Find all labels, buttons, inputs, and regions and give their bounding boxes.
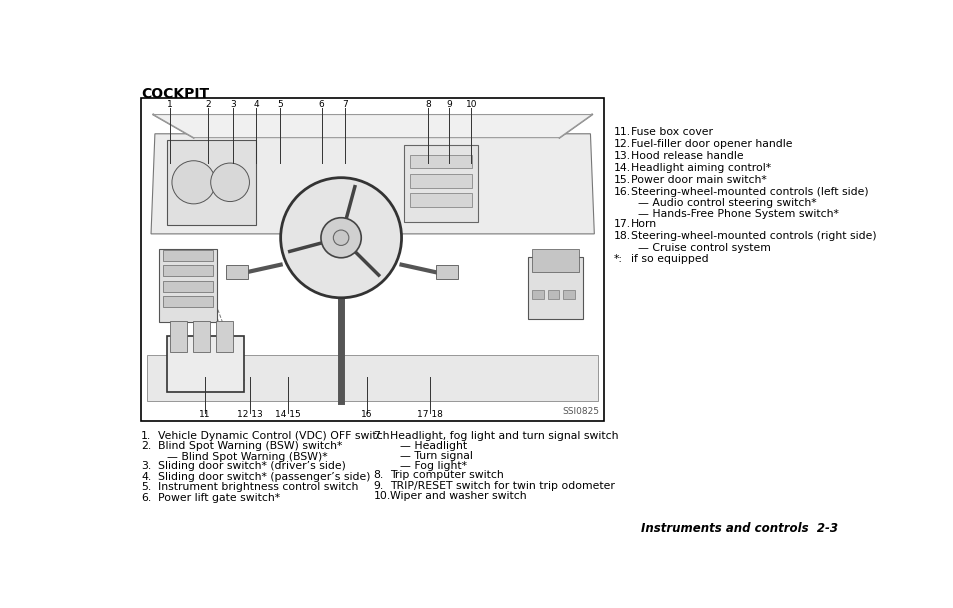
Text: 11: 11 bbox=[199, 410, 211, 420]
Bar bbox=[410, 154, 471, 168]
Text: 4.: 4. bbox=[141, 472, 151, 482]
Text: 12 13: 12 13 bbox=[236, 410, 262, 420]
Text: Instrument brightness control switch: Instrument brightness control switch bbox=[158, 482, 358, 492]
Text: 16.: 16. bbox=[613, 187, 630, 196]
Text: 17 18: 17 18 bbox=[416, 410, 442, 420]
Text: 9: 9 bbox=[446, 100, 452, 109]
Text: 15.: 15. bbox=[613, 174, 630, 185]
Bar bbox=[216, 321, 233, 351]
Text: 5.: 5. bbox=[141, 482, 151, 492]
Text: 16: 16 bbox=[361, 410, 373, 420]
Bar bbox=[162, 266, 213, 276]
Text: Fuse box cover: Fuse box cover bbox=[630, 127, 712, 137]
Bar bbox=[167, 140, 255, 224]
Text: 18.: 18. bbox=[613, 231, 630, 241]
Bar bbox=[436, 264, 457, 278]
Text: Sliding door switch* (passenger’s side): Sliding door switch* (passenger’s side) bbox=[158, 472, 370, 482]
Circle shape bbox=[172, 161, 215, 204]
Text: — Cruise control system: — Cruise control system bbox=[638, 243, 771, 253]
Text: 4: 4 bbox=[253, 100, 258, 109]
Text: 1: 1 bbox=[167, 100, 172, 109]
Text: 5: 5 bbox=[276, 100, 282, 109]
Text: Wiper and washer switch: Wiper and washer switch bbox=[390, 491, 527, 501]
Text: 14.: 14. bbox=[613, 163, 630, 173]
Bar bbox=[158, 249, 216, 322]
Bar bbox=[167, 336, 244, 392]
Text: Blind Spot Warning (BSW) switch*: Blind Spot Warning (BSW) switch* bbox=[158, 441, 342, 451]
Text: if so equipped: if so equipped bbox=[630, 254, 708, 263]
Text: 3: 3 bbox=[230, 100, 235, 109]
Text: 14 15: 14 15 bbox=[275, 410, 301, 420]
Text: 13.: 13. bbox=[613, 151, 630, 161]
Text: 6.: 6. bbox=[141, 492, 151, 503]
Text: 11.: 11. bbox=[613, 127, 630, 137]
Text: Power door main switch*: Power door main switch* bbox=[630, 174, 765, 185]
Bar bbox=[410, 193, 471, 207]
Bar bbox=[141, 98, 604, 421]
Polygon shape bbox=[153, 114, 592, 137]
Text: Steering-wheel-mounted controls (left side): Steering-wheel-mounted controls (left si… bbox=[630, 187, 867, 196]
Bar bbox=[528, 257, 582, 319]
Text: 7: 7 bbox=[341, 100, 348, 109]
Circle shape bbox=[280, 178, 401, 298]
Text: Trip computer switch: Trip computer switch bbox=[390, 470, 504, 480]
Text: 9.: 9. bbox=[373, 481, 383, 491]
Text: COCKPIT: COCKPIT bbox=[141, 87, 209, 101]
Text: Headlight aiming control*: Headlight aiming control* bbox=[630, 163, 770, 173]
Text: 17.: 17. bbox=[613, 219, 630, 229]
Text: Instruments and controls  2-3: Instruments and controls 2-3 bbox=[640, 522, 838, 535]
Text: 6: 6 bbox=[318, 100, 324, 109]
Text: 2.: 2. bbox=[141, 441, 151, 451]
Text: Hood release handle: Hood release handle bbox=[630, 151, 742, 161]
Text: Fuel-filler door opener handle: Fuel-filler door opener handle bbox=[630, 139, 791, 149]
Text: 12.: 12. bbox=[613, 139, 630, 149]
Text: — Blind Spot Warning (BSW)*: — Blind Spot Warning (BSW)* bbox=[167, 452, 328, 462]
Circle shape bbox=[320, 218, 361, 258]
Text: 10: 10 bbox=[465, 100, 476, 109]
Text: 3.: 3. bbox=[141, 461, 151, 471]
Text: — Hands-Free Phone System switch*: — Hands-Free Phone System switch* bbox=[638, 209, 839, 219]
Text: Headlight, fog light and turn signal switch: Headlight, fog light and turn signal swi… bbox=[390, 431, 618, 441]
Circle shape bbox=[333, 230, 349, 246]
Bar bbox=[532, 290, 543, 299]
Text: 8.: 8. bbox=[373, 470, 383, 480]
Text: Sliding door switch* (driver’s side): Sliding door switch* (driver’s side) bbox=[158, 461, 346, 471]
Bar bbox=[404, 145, 477, 223]
Bar bbox=[547, 290, 558, 299]
Text: Horn: Horn bbox=[630, 219, 657, 229]
Text: 2: 2 bbox=[205, 100, 211, 109]
Polygon shape bbox=[147, 355, 598, 401]
Text: SSI0825: SSI0825 bbox=[562, 407, 599, 416]
Bar bbox=[226, 264, 248, 278]
Bar bbox=[410, 174, 471, 188]
Text: Vehicle Dynamic Control (VDC) OFF switch: Vehicle Dynamic Control (VDC) OFF switch bbox=[158, 431, 389, 441]
Text: — Turn signal: — Turn signal bbox=[399, 451, 472, 461]
Text: Power lift gate switch*: Power lift gate switch* bbox=[158, 492, 280, 503]
Circle shape bbox=[211, 163, 249, 201]
Bar bbox=[532, 249, 578, 272]
Text: *:: *: bbox=[613, 254, 622, 263]
Text: 8: 8 bbox=[425, 100, 431, 109]
Bar bbox=[162, 296, 213, 307]
Polygon shape bbox=[151, 134, 594, 234]
Text: TRIP/RESET switch for twin trip odometer: TRIP/RESET switch for twin trip odometer bbox=[390, 481, 615, 491]
Bar bbox=[193, 321, 210, 351]
Text: — Fog light*: — Fog light* bbox=[399, 461, 466, 471]
Text: — Headlight: — Headlight bbox=[399, 441, 466, 451]
Bar bbox=[162, 250, 213, 261]
Text: Steering-wheel-mounted controls (right side): Steering-wheel-mounted controls (right s… bbox=[630, 231, 876, 241]
Bar bbox=[170, 321, 187, 351]
Text: 1.: 1. bbox=[141, 431, 151, 441]
Bar bbox=[562, 290, 575, 299]
Text: — Audio control steering switch*: — Audio control steering switch* bbox=[638, 198, 817, 209]
Text: 7.: 7. bbox=[373, 431, 383, 441]
Text: 10.: 10. bbox=[373, 491, 391, 501]
Bar bbox=[162, 281, 213, 292]
